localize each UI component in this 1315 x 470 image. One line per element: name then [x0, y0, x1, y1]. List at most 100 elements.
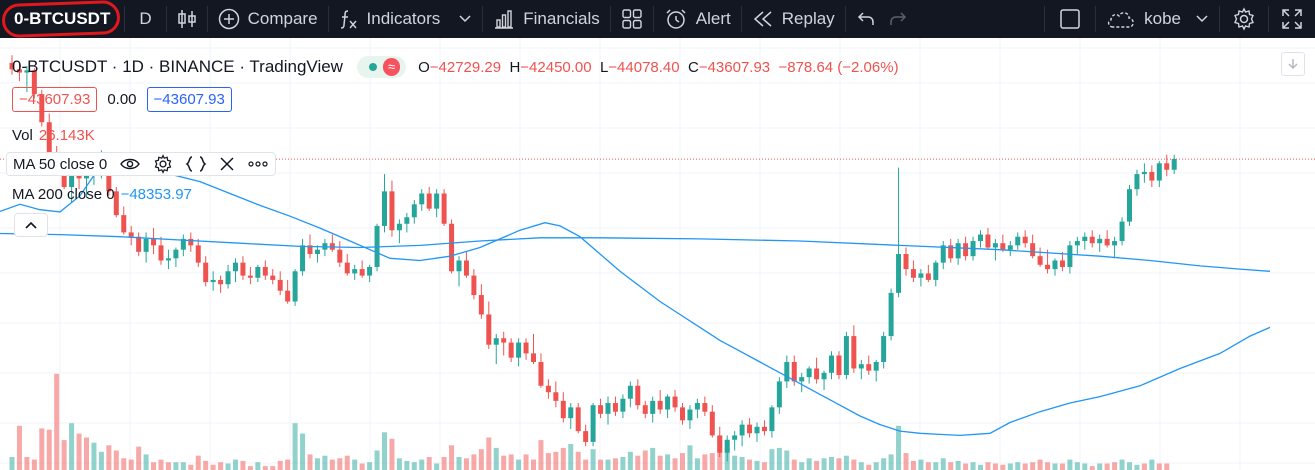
toolbar-separator [165, 6, 167, 32]
alert-button[interactable]: Alert [654, 0, 741, 38]
ma50-legend[interactable]: MA 50 close 0 [6, 152, 277, 176]
candle-body [501, 338, 507, 343]
candle [508, 338, 514, 362]
candle-body [933, 262, 939, 280]
compare-button[interactable]: Compare [208, 0, 328, 38]
candle-body [218, 279, 224, 285]
trade-price-boxes: −43607.93 0.00 −43607.93 [12, 87, 232, 112]
volume-bar [1164, 463, 1170, 470]
candle [434, 189, 440, 218]
candle-body [620, 398, 626, 412]
candle [799, 372, 805, 393]
toolbar-separator [1219, 6, 1220, 32]
volume-bar [225, 463, 231, 470]
candlestick-series [9, 55, 1177, 462]
candle [1067, 241, 1073, 274]
candle [1015, 232, 1021, 250]
candle [568, 403, 574, 429]
close-icon[interactable] [219, 156, 235, 172]
indicators-button[interactable]: Indicators [329, 0, 483, 38]
interval-button[interactable]: D [125, 0, 165, 38]
volume-bar [553, 451, 559, 470]
candle-body [784, 362, 790, 382]
candle [411, 200, 417, 224]
volume-bar [300, 433, 306, 470]
candle [978, 230, 983, 248]
volume-bar [69, 423, 75, 470]
candle-body [627, 385, 633, 399]
chart-grid [0, 38, 1315, 470]
candle-body [396, 223, 402, 231]
volume-bar [955, 460, 961, 470]
volume-bar [568, 444, 574, 470]
candle [925, 264, 931, 283]
rewind-icon [753, 11, 772, 27]
candle-body [918, 273, 924, 278]
candle [881, 331, 887, 369]
volume-bar [1000, 464, 1006, 470]
candle [382, 174, 387, 233]
settings-button[interactable] [1220, 0, 1268, 38]
candle [456, 256, 462, 287]
volume-bar [314, 458, 320, 470]
fullscreen-layout-button[interactable] [1045, 0, 1095, 38]
volume-bar [1127, 462, 1132, 470]
alarm-clock-icon [666, 9, 686, 29]
buy-price-button[interactable]: −43607.93 [146, 87, 232, 112]
candle [367, 264, 373, 283]
candle-body [747, 424, 753, 434]
candle-body [493, 338, 499, 345]
price-chart[interactable] [0, 38, 1315, 470]
volume-bar [337, 458, 343, 470]
candle-body [858, 364, 864, 369]
candle [165, 249, 171, 270]
candle [553, 381, 559, 408]
candle-body [799, 377, 805, 382]
candle-body [583, 431, 589, 442]
compare-label: Compare [247, 9, 318, 28]
candle-body [575, 407, 581, 432]
more-options-icon[interactable] [247, 160, 269, 168]
candle [814, 357, 820, 384]
volume-bar [419, 459, 425, 470]
candle [151, 228, 157, 254]
volume-bar [285, 459, 291, 470]
red-highlight-circle [1, 0, 121, 39]
candle [732, 431, 738, 451]
volume-bar [531, 459, 536, 470]
candle-body [300, 245, 306, 272]
market-status-pill[interactable]: ≈ [356, 56, 407, 78]
volume-bar [940, 458, 946, 470]
fullscreen-button[interactable] [1269, 0, 1315, 38]
undo-button[interactable] [846, 0, 886, 38]
symbol-search-button[interactable]: 0-BTCUSDT [0, 0, 124, 39]
cloud-icon [1107, 12, 1134, 28]
financials-button[interactable]: Financials [483, 0, 610, 38]
candle [359, 260, 365, 278]
chart-type-button[interactable] [167, 0, 207, 38]
volume-bar [1089, 466, 1095, 470]
settings-gear-icon[interactable] [153, 154, 173, 174]
candle-body [262, 266, 268, 276]
volume-bar [836, 458, 842, 470]
candle-body [717, 435, 723, 453]
collapse-legend-button[interactable] [14, 213, 48, 237]
candle-body [277, 279, 283, 291]
sell-price-button[interactable]: −43607.93 [12, 87, 98, 112]
candle [1156, 161, 1162, 188]
toolbar-separator [124, 6, 126, 32]
candle [240, 256, 246, 280]
expand-icon [1282, 9, 1302, 29]
user-layout-menu[interactable]: kobe [1096, 0, 1219, 38]
source-code-icon[interactable] [185, 155, 207, 173]
volume-bar [247, 466, 253, 470]
eye-icon[interactable] [119, 156, 141, 172]
close-value: −43607.93 [698, 58, 771, 76]
candle-body [16, 69, 22, 73]
redo-button[interactable] [886, 0, 918, 38]
candle-body [404, 217, 410, 224]
replay-button[interactable]: Replay [742, 0, 845, 38]
candle-body [247, 275, 253, 278]
scroll-to-bottom-button[interactable] [1281, 52, 1305, 76]
layouts-button[interactable] [611, 0, 653, 38]
